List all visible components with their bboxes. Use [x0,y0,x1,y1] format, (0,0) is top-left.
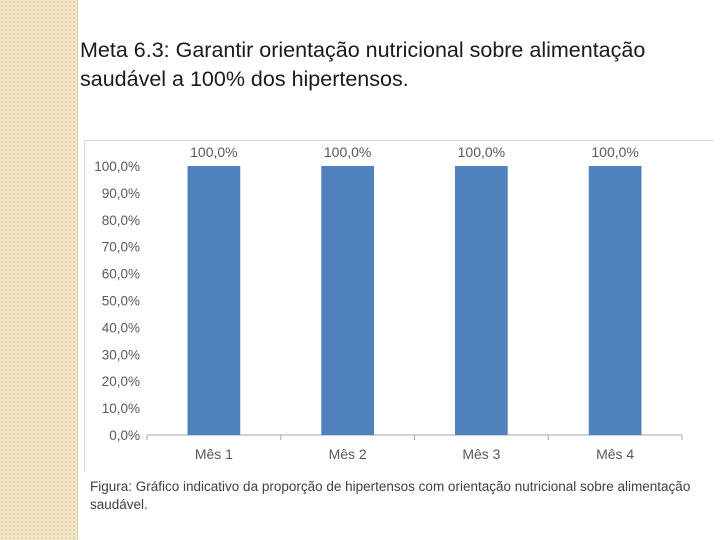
y-tick-label: 100,0% [94,159,140,174]
slide-title-text: : Garantir orientação nutricional sobre … [80,38,646,91]
x-tick-label: Mês 1 [195,446,233,462]
slide-title: Meta 6.3: Garantir orientação nutriciona… [80,36,716,94]
y-tick-label: 30,0% [102,347,140,362]
y-tick-label: 70,0% [102,240,140,255]
bar [455,166,508,435]
data-label: 100,0% [591,144,638,160]
decorative-side-strip [0,0,78,540]
data-label: 100,0% [190,144,237,160]
chart-frame [84,140,714,472]
figure-caption: Figura: Gráfico indicativo da proporção … [90,479,691,512]
bar [187,166,241,435]
x-tick-label: Mês 3 [462,446,500,462]
y-tick-label: 40,0% [102,320,140,335]
x-tick-label: Mês 2 [329,446,367,462]
y-tick-label: 60,0% [102,267,140,282]
bar [321,166,374,435]
data-label: 100,0% [324,144,371,160]
y-tick-label: 0,0% [109,428,140,443]
slide-title-bold: Meta 6.3 [80,38,164,62]
x-tick-label: Mês 4 [596,446,634,462]
y-tick-label: 20,0% [102,374,140,389]
y-tick-label: 90,0% [102,186,140,201]
bar [588,166,642,435]
data-label: 100,0% [458,144,505,160]
y-tick-label: 50,0% [102,294,140,309]
bar-chart: 0,0% 10,0% 20,0% 30,0% 40,0% 50,0% 60,0% 70,0% 8… [94,144,683,462]
y-tick-label: 10,0% [102,401,140,416]
y-tick-label: 80,0% [102,213,140,228]
